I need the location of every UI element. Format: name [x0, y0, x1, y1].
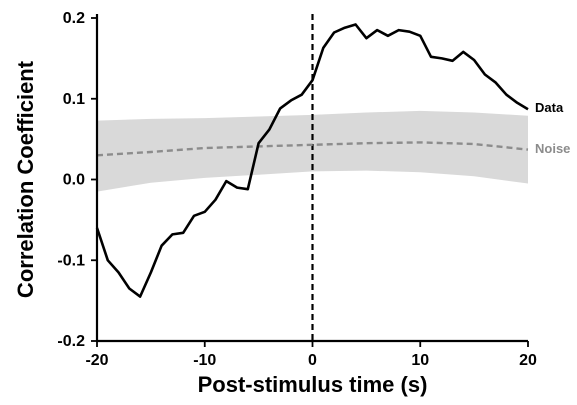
data-series-label: Data	[535, 100, 564, 115]
series-labels: Data Noise	[535, 100, 570, 156]
series-layer	[95, 23, 529, 298]
y-tick-label: 0.1	[63, 91, 85, 108]
noise-confidence-band	[97, 110, 528, 192]
x-tick-label: -20	[85, 352, 108, 369]
ticks-layer: -20 -10 0 10 20 -0.2 -0.1 0.0 0.1 0.2	[57, 10, 537, 369]
noise-confidence-band-layer	[97, 110, 528, 192]
x-axis-title: Post-stimulus time (s)	[198, 372, 428, 397]
x-tick-label: 0	[308, 352, 317, 369]
noise-series-label: Noise	[535, 141, 570, 156]
y-axis-title: Correlation Coefficient	[13, 60, 38, 298]
data-series-line	[95, 23, 529, 298]
y-tick-label: -0.2	[57, 333, 85, 350]
x-tick-label: 10	[411, 352, 429, 369]
x-tick-label: 20	[519, 352, 537, 369]
noise-series-line	[96, 141, 529, 157]
y-tick-label: 0.2	[63, 10, 85, 27]
y-tick-label: 0.0	[63, 172, 85, 189]
x-tick-label: -10	[193, 352, 216, 369]
y-tick-label: -0.1	[57, 252, 85, 269]
